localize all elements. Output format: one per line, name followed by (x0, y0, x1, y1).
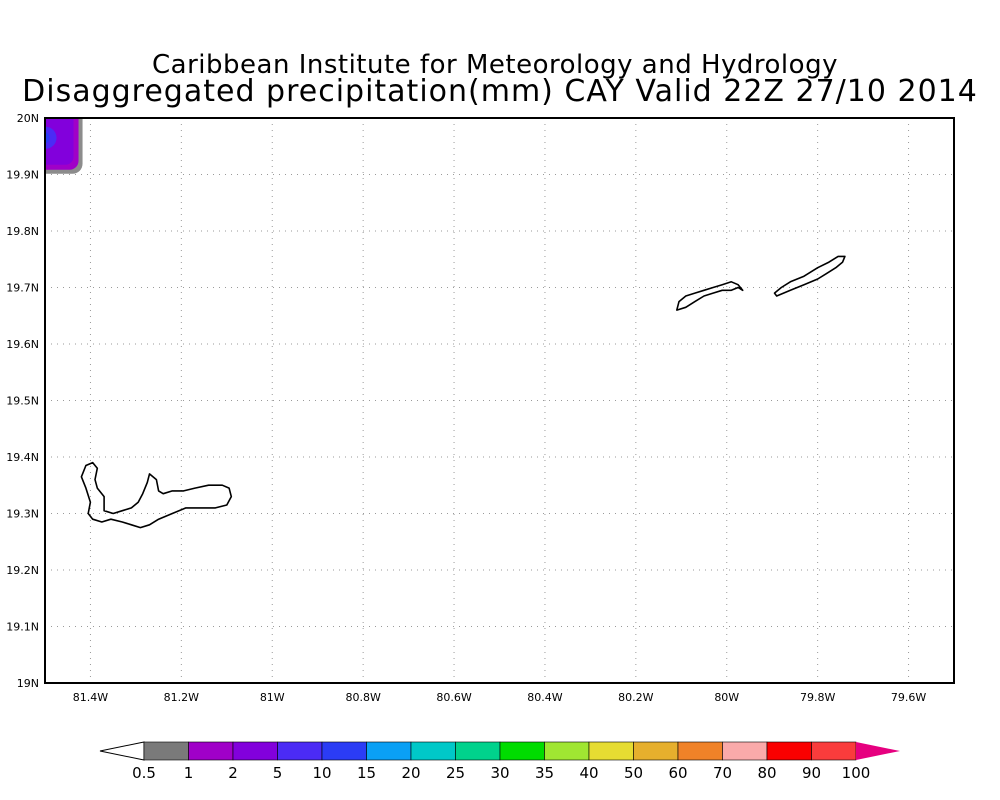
colorbar-label: 40 (579, 764, 598, 782)
colorbar-segment (232, 741, 278, 761)
lon-tick-label: 80W (714, 691, 739, 704)
lat-tick-label: 19N (17, 677, 39, 690)
island-cayman-brac (773, 255, 846, 297)
colorbar-label: 50 (624, 764, 643, 782)
lat-tick-label: 19.4N (6, 451, 39, 464)
lon-tick-label: 81.2W (164, 691, 199, 704)
colorbar-label: 30 (490, 764, 509, 782)
grid-lines (45, 117, 954, 684)
island-little-cayman (676, 281, 744, 311)
precipitation-field (45, 118, 83, 174)
lon-tick-label: 81W (260, 691, 285, 704)
lat-tick-label: 19.9N (6, 169, 39, 182)
colorbar-segment (455, 741, 501, 761)
island-grand-cayman (80, 461, 233, 529)
colorbar-segment (366, 741, 412, 761)
map-title-institute: Caribbean Institute for Meteorology and … (152, 50, 838, 80)
lat-tick-label: 19.2N (6, 564, 39, 577)
lon-tick-label: 80.2W (618, 691, 653, 704)
colorbar-label: 1 (184, 764, 194, 782)
colorbar-label: 100 (842, 764, 871, 782)
lat-tick-label: 19.7N (6, 282, 39, 295)
colorbar-segment (677, 741, 723, 761)
colorbar-label: 0.5 (132, 764, 156, 782)
colorbar-label: 35 (535, 764, 554, 782)
lon-tick-label: 79.6W (891, 691, 926, 704)
map-frame (44, 117, 955, 684)
lat-tick-label: 20N (17, 112, 39, 125)
colorbar-label: 60 (668, 764, 687, 782)
latitude-labels: 20N 19.9N 19.8N 19.7N 19.6N 19.5N 19.4N 19.3N 19… (6, 112, 39, 690)
lat-tick-label: 19.8N (6, 225, 39, 238)
colorbar-label: 5 (273, 764, 283, 782)
lat-tick-label: 19.3N (6, 508, 39, 521)
colorbar-segment (143, 741, 189, 761)
colorbar-label: 10 (312, 764, 331, 782)
colorbar-segment (633, 741, 679, 761)
colorbar: 0.5 1 2 5 10 15 20 25 30 35 40 50 60 70 80 90 100 (99, 741, 900, 782)
colorbar-segment (588, 741, 634, 761)
colorbar-segment (188, 741, 234, 761)
lon-tick-label: 79.8W (800, 691, 835, 704)
colorbar-label: 90 (802, 764, 821, 782)
lat-tick-label: 19.5N (6, 395, 39, 408)
colorbar-segment (766, 741, 812, 761)
coastlines (80, 255, 846, 529)
colorbar-segment (856, 742, 900, 760)
lon-tick-label: 80.8W (345, 691, 380, 704)
colorbar-segment (722, 741, 768, 761)
colorbar-label: 25 (446, 764, 465, 782)
precip-cell (45, 118, 83, 174)
colorbar-label: 15 (357, 764, 376, 782)
map-title-product: Disaggregated precipitation(mm) CAY Vali… (22, 74, 978, 109)
colorbar-label: 2 (228, 764, 238, 782)
colorbar-label: 20 (401, 764, 420, 782)
lon-tick-label: 81.4W (73, 691, 108, 704)
colorbar-label: 80 (757, 764, 776, 782)
colorbar-segment (321, 741, 367, 761)
colorbar-segment (277, 741, 323, 761)
colorbar-segment (811, 741, 857, 761)
colorbar-segment (99, 741, 145, 761)
lon-tick-label: 80.6W (436, 691, 471, 704)
colorbar-segment (499, 741, 545, 761)
colorbar-segment (410, 741, 456, 761)
lat-tick-label: 19.6N (6, 338, 39, 351)
lon-tick-label: 80.4W (527, 691, 562, 704)
colorbar-label: 70 (713, 764, 732, 782)
longitude-labels: 81.4W 81.2W 81W 80.8W 80.6W 80.4W 80.2W 80W 79.8… (73, 691, 927, 704)
lat-tick-label: 19.1N (6, 621, 39, 634)
colorbar-segment (544, 741, 590, 761)
